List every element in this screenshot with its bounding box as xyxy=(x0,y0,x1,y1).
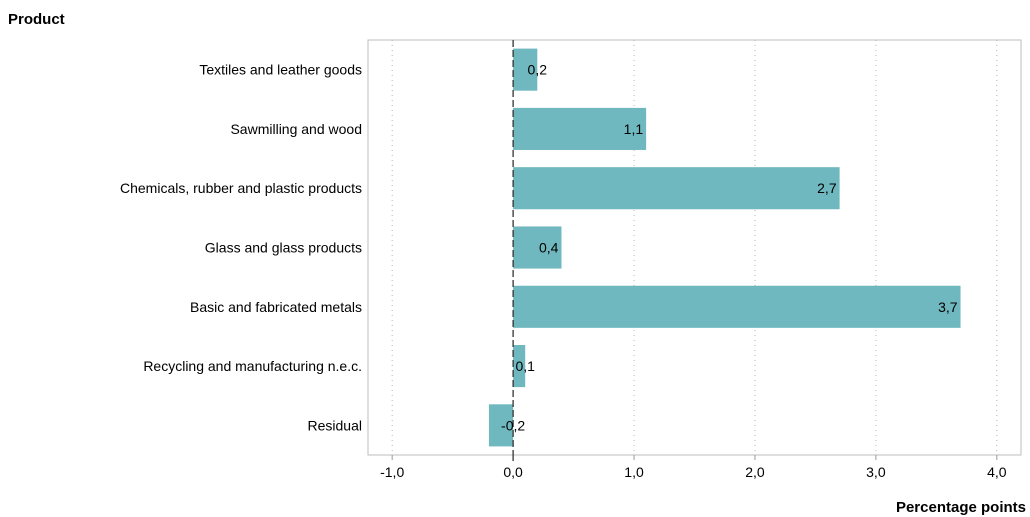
data-labels: 0,2 1,1 2,7 0,4 3,7 0,1 -0,2 xyxy=(501,62,958,434)
x-tick-label: 1,0 xyxy=(624,464,644,480)
category-label: Textiles and leather goods xyxy=(199,62,362,78)
bar xyxy=(513,167,840,210)
gridlines xyxy=(391,40,998,455)
bar xyxy=(513,285,961,328)
bar xyxy=(513,345,526,388)
category-labels: Textiles and leather goods Sawmilling and… xyxy=(120,62,362,434)
x-axis-title: Percentage points xyxy=(896,499,1026,516)
data-label: 3,7 xyxy=(938,299,958,315)
y-axis-title: Product xyxy=(8,11,65,28)
data-label: -0,2 xyxy=(501,417,525,433)
x-tick-label: -1,0 xyxy=(380,464,404,480)
category-label: Basic and fabricated metals xyxy=(190,299,362,315)
data-label: 2,7 xyxy=(817,180,837,196)
x-tick-label: 2,0 xyxy=(745,464,765,480)
bar xyxy=(513,107,647,150)
bars-group xyxy=(488,48,961,447)
category-label: Recycling and manufacturing n.e.c. xyxy=(143,358,362,374)
bar xyxy=(513,226,562,269)
bar xyxy=(513,48,538,91)
x-tick-label: 4,0 xyxy=(987,464,1007,480)
data-label: 1,1 xyxy=(624,121,644,137)
x-tick-label: 3,0 xyxy=(866,464,886,480)
category-label: Sawmilling and wood xyxy=(230,121,362,137)
x-tick-labels: -1,0 0,0 1,0 2,0 3,0 4,0 xyxy=(380,455,1007,480)
category-label: Glass and glass products xyxy=(205,240,362,256)
plot-area-frame xyxy=(367,39,1022,456)
data-label: 0,1 xyxy=(515,358,535,374)
data-label: 0,2 xyxy=(528,62,548,78)
category-label: Residual xyxy=(308,417,362,433)
x-tick-label: 0,0 xyxy=(503,464,523,480)
data-label: 0,4 xyxy=(539,240,559,256)
bar xyxy=(488,404,514,447)
category-label: Chemicals, rubber and plastic products xyxy=(120,180,362,196)
